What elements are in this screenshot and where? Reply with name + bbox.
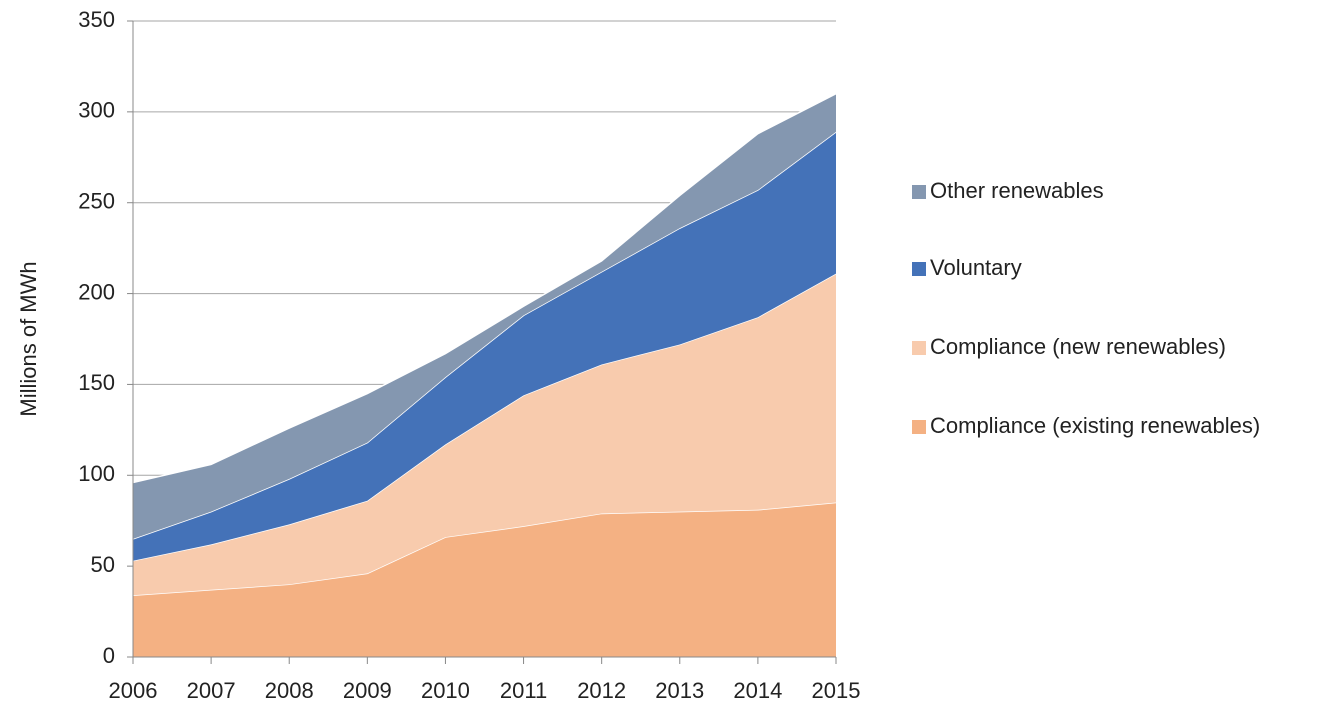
y-tick-label: 250: [78, 189, 115, 214]
x-tick-label: 2007: [187, 678, 236, 703]
legend-swatch: [912, 341, 926, 355]
y-tick-label: 200: [78, 279, 115, 304]
area: [133, 502, 836, 657]
x-tick-label: 2009: [343, 678, 392, 703]
legend-label: Compliance (new renewables): [930, 334, 1226, 359]
x-tick-label: 2013: [655, 678, 704, 703]
legend-label: Voluntary: [930, 255, 1022, 280]
y-tick-label: 100: [78, 461, 115, 486]
legend-swatch: [912, 262, 926, 276]
y-tick-label: 300: [78, 98, 115, 123]
x-tick-label: 2015: [812, 678, 861, 703]
y-tick-label: 350: [78, 7, 115, 32]
area: [133, 273, 836, 596]
legend-swatch: [912, 420, 926, 434]
x-tick-label: 2014: [733, 678, 782, 703]
area: [133, 93, 836, 539]
x-tick-label: 2011: [500, 678, 547, 703]
y-tick-label: 150: [78, 370, 115, 395]
x-tick-label: 2008: [265, 678, 314, 703]
x-tick-label: 2006: [109, 678, 158, 703]
y-tick-label: 50: [91, 552, 115, 577]
x-tick-label: 2012: [577, 678, 626, 703]
legend-label: Other renewables: [930, 178, 1104, 203]
y-axis-label: Millions of MWh: [16, 261, 41, 416]
x-tick-label: 2010: [421, 678, 470, 703]
legend-label: Compliance (existing renewables): [930, 413, 1260, 438]
y-tick-label: 0: [103, 643, 115, 668]
area-edge: [132, 93, 837, 484]
legend-swatch: [912, 185, 926, 199]
